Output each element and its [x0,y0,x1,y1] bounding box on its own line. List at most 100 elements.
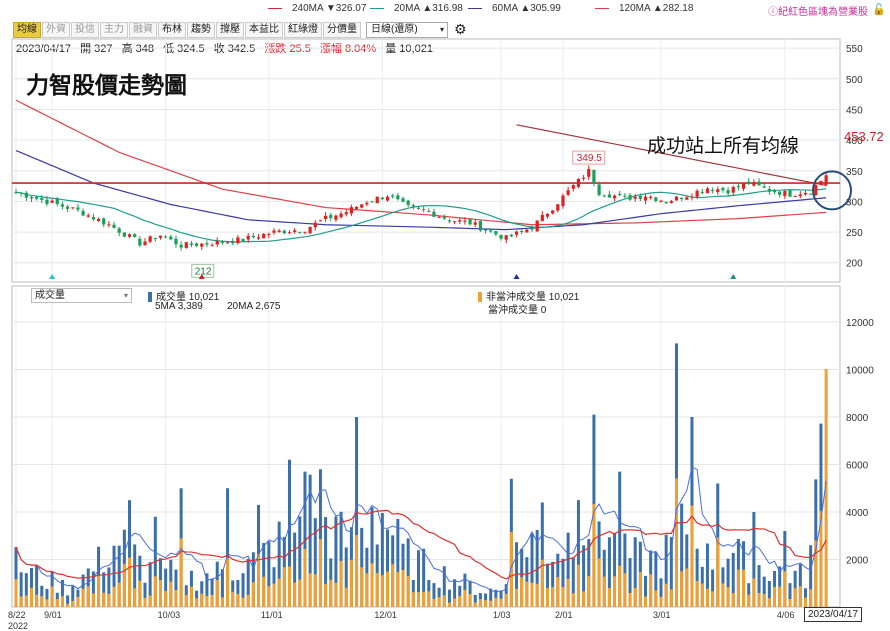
tab-0[interactable]: 均線 [13,22,41,38]
nonday-volume-bar [210,594,214,607]
nonday-volume-bar [540,559,544,607]
volume-bar [334,516,338,607]
lock-icon[interactable]: 🔓 [872,4,886,16]
tab-9[interactable]: 紅綠燈 [284,22,322,38]
volume-bar [210,578,214,607]
nonday-volume-bar [272,583,276,607]
candle-body [499,234,503,239]
nonday-volume-bar [251,582,255,607]
candle-body [504,235,508,240]
candle-body [272,230,276,233]
nonday-volume-bar [422,591,426,607]
volume-tick-label: 4000 [846,508,869,519]
volume-bar [236,580,240,607]
volume-bar [143,582,147,607]
nonday-volume-bar [680,571,684,607]
candle-body [741,183,746,189]
x-tick-label: 4/06 [776,610,795,620]
high-annotation-box [572,150,606,165]
nonday-volume-bar [530,582,534,607]
tab-4[interactable]: 融資 [129,22,157,38]
candle-body [282,230,286,234]
nonday-volume-bar [226,558,230,607]
nonday-volume-bar [463,589,467,607]
period-select[interactable]: 日線(還原) ▾ [366,22,448,38]
x-tick-label: 8/22 [8,610,26,620]
nonday-volume-bar [468,594,472,607]
nonday-volume-bar [24,595,28,607]
signal-marker [730,274,737,279]
volume-select[interactable]: 成交量 ▾ [31,288,132,303]
candle-body [649,196,653,199]
quote-volume: 量 10,021 [385,43,433,55]
volume-chart[interactable]: 12000 10000 8000 6000 4000 2000 [0,285,890,631]
candle-body [803,192,808,195]
volume-bar [566,532,570,607]
volume-bar [380,512,384,607]
volume-bar [220,569,224,607]
candle-body [633,196,637,199]
nonday-volume-bar [520,577,524,607]
nonday-volume-bar [293,582,297,607]
volume-tick-label: 12000 [846,318,874,329]
tab-1[interactable]: 外資 [42,22,70,38]
nonday-volume-bar [752,578,756,607]
candle-body [287,232,292,234]
nonday-volume-bar [803,597,807,607]
indicator-toolbar: 均線 外資 投信 主力 融資 布林 趨勢 撐壓 本益比 紅綠燈 分價量 日線(還原) ▾ ⚙ [13,22,467,38]
tab-10[interactable]: 分價量 [323,22,361,38]
tab-2[interactable]: 投信 [71,22,99,38]
candle-body [380,197,384,200]
tab-7[interactable]: 撐壓 [216,22,244,38]
nonday-volume-bar [76,597,80,607]
candle-body [411,205,415,207]
volume-bar [205,573,209,607]
volume-bar [66,595,70,607]
ma-legend-text: 20MA ▲316.98 [394,3,463,14]
note-link[interactable]: ⓘ紀紅色區塊為營業股 [768,7,868,18]
tab-5[interactable]: 布林 [158,22,186,38]
candle-body [174,238,178,245]
price-chart[interactable]: 550 500 450 400 350 300 250 200 453.72 349.5 212 [0,38,890,283]
tab-6[interactable]: 趨勢 [187,22,215,38]
x-tick-label: 10/03 [157,610,181,620]
nonday-volume-bar [236,594,240,607]
volume-bar [659,578,663,607]
gear-icon[interactable]: ⚙ [454,21,467,37]
nonday-volume-bar [473,602,477,607]
nonday-volume-bar [571,593,575,607]
volume-bar [767,581,771,607]
candle-body [788,190,792,197]
nonday-volume-bar [71,600,75,607]
tab-8[interactable]: 本益比 [245,22,283,38]
nonday-volume-bar [360,567,364,607]
price-plot-frame [11,38,841,283]
volume-bar [339,511,343,607]
candle-body [468,219,472,225]
volume-bar [530,532,534,607]
chart-title: 力智股價走勢圖 [26,72,187,98]
nonday-volume-bar [773,586,777,607]
candle-body [293,230,297,232]
nonday-volume-bar [401,570,405,607]
tab-3[interactable]: 主力 [100,22,128,38]
nonday-volume-bar [685,568,689,607]
x-tick-label: 2022 [8,621,29,631]
nonday-volume-bar [375,572,379,607]
nonday-volume-bar [494,597,498,607]
nonday-volume-bar [153,576,157,607]
candle-body [102,218,106,225]
volume-bar [618,471,622,607]
candle-body [566,190,570,195]
ma-legend-item: 20MA ▲316.98 [370,3,463,14]
nonday-volume-bar [458,595,462,607]
ma-legend-text: 240MA ▼326.07 [292,3,367,14]
nonday-volume-bar [66,603,70,607]
volume-bar [783,531,787,607]
candle-body [215,240,219,245]
candle-body [685,197,689,200]
nonday-swatch [478,292,482,303]
chevron-down-icon: ▾ [123,291,128,300]
ma-legend-text: 120MA ▲282.18 [619,3,694,14]
nonday-volume-bar [798,586,802,607]
